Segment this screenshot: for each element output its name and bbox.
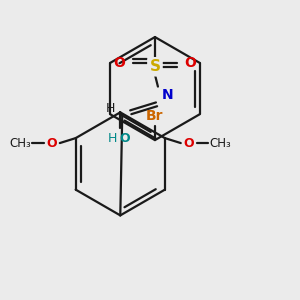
Text: O: O: [113, 56, 125, 70]
Text: N: N: [162, 88, 174, 101]
Text: O: O: [46, 136, 57, 150]
Text: H: H: [108, 132, 117, 145]
Text: CH₃: CH₃: [209, 136, 231, 150]
Text: S: S: [149, 59, 161, 74]
Text: O: O: [119, 132, 130, 145]
Text: H: H: [106, 102, 115, 115]
Text: Br: Br: [146, 109, 164, 123]
Text: O: O: [185, 56, 197, 70]
Text: CH₃: CH₃: [9, 136, 31, 150]
Text: O: O: [183, 136, 194, 150]
